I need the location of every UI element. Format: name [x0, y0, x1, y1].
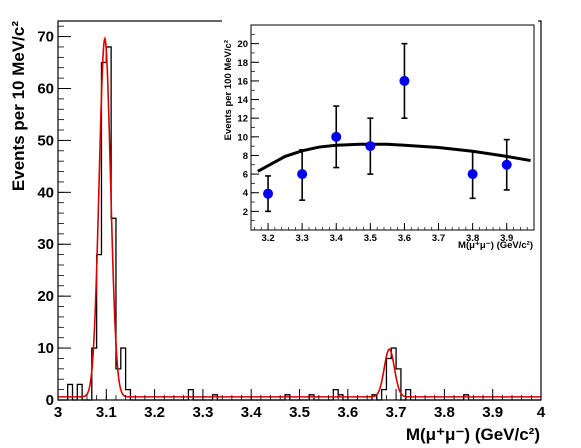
inset-y-axis-ticks: 2 4 6 8 10 12 14 16 18 20 — [237, 24, 259, 222]
data-point — [365, 141, 376, 152]
y-tick-label: 30 — [37, 236, 54, 253]
y-tick-label: 60 — [37, 80, 54, 97]
x-axis-ticks: 3 3.1 3.2 3.3 3.4 3.5 3.6 3.7 3.8 3.9 4 — [54, 389, 546, 421]
inset-x-tick-label: 3.7 — [432, 233, 445, 244]
x-tick-label: 3.3 — [192, 404, 213, 421]
x-tick-label: 3 — [54, 404, 62, 421]
y-tick-label: 20 — [37, 288, 54, 305]
y-tick-label: 70 — [37, 29, 54, 46]
inset-x-axis-ticks: 3.2 3.3 3.4 3.5 3.6 3.7 3.8 3.9 — [254, 223, 535, 244]
y-tick-label: 40 — [37, 184, 54, 201]
data-point — [501, 159, 512, 170]
inset-y-tick-label: 4 — [243, 188, 249, 199]
inset-x-tick-label: 3.2 — [261, 233, 274, 244]
inset-x-tick-label: 3.4 — [330, 233, 344, 244]
inset-x-tick-label: 3.3 — [296, 233, 309, 244]
main-plot: 3 3.1 3.2 3.3 3.4 3.5 3.6 3.7 3.8 3.9 4 0 10 20 30 40 5… — [9, 20, 546, 444]
inset-plot: 3.2 3.3 3.4 3.5 3.6 3.7 3.8 3.9 246810121416182… — [222, 17, 538, 252]
y-axis-ticks: 0 10 20 30 40 50 60 70 — [37, 25, 71, 409]
y-axis-label: Events per 10 MeV/c² — [9, 21, 28, 191]
data-point — [467, 169, 478, 180]
x-tick-label: 3.8 — [434, 404, 455, 421]
x-tick-label: 3.4 — [241, 404, 263, 421]
inset-y-tick-label: 14 — [237, 95, 248, 106]
y-tick-label: 10 — [37, 340, 54, 357]
inset-y-tick-label: 12 — [237, 114, 248, 125]
y-tick-label: 0 — [46, 392, 54, 409]
y-tick-label: 50 — [37, 132, 54, 149]
inset-y-tick-label: 20 — [237, 39, 248, 50]
x-tick-label: 3.7 — [386, 404, 407, 421]
x-tick-label: 3.9 — [482, 404, 503, 421]
inset-y-tick-label: 10 — [237, 132, 248, 143]
x-tick-label: 4 — [537, 404, 546, 421]
inset-x-tick-label: 3.8 — [466, 233, 479, 244]
data-point — [331, 131, 342, 142]
x-tick-label: 3.5 — [289, 404, 310, 421]
inset-x-axis-label: M(μ⁺μ⁻) (GeV/c²) — [458, 240, 533, 251]
inset-y-tick-label: 2 — [243, 207, 248, 218]
inset-y-axis-label: Events per 100 MeV/c² — [223, 40, 234, 140]
inset-y-tick-label: 6 — [243, 170, 248, 181]
inset-data-points — [263, 42, 512, 213]
data-point — [297, 169, 308, 180]
x-tick-label: 3.1 — [96, 404, 117, 421]
x-tick-label: 3.6 — [337, 404, 358, 421]
data-point — [263, 188, 274, 199]
inset-x-tick-label: 3.6 — [398, 233, 411, 244]
inset-background — [222, 17, 538, 252]
inset-y-tick-label: 18 — [237, 58, 248, 69]
inset-x-tick-label: 3.5 — [364, 233, 378, 244]
inset-y-tick-label: 16 — [237, 76, 248, 87]
inset-x-tick-label: 3.9 — [500, 233, 513, 244]
x-axis-label: M(μ⁺μ⁻) (GeV/c²) — [406, 425, 540, 444]
x-tick-label: 3.2 — [144, 404, 165, 421]
data-point — [399, 75, 410, 86]
inset-y-tick-label: 8 — [243, 151, 248, 162]
